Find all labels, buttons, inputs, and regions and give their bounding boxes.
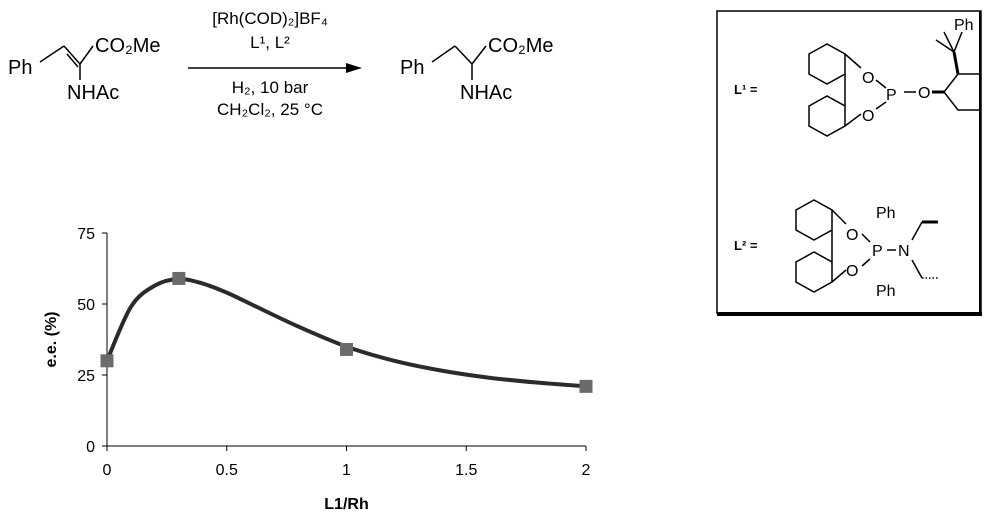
reactant-structure: Ph CO₂Me NHAc (8, 35, 161, 104)
l1-o2-label: O (862, 108, 874, 125)
y-tick-label: 75 (77, 226, 95, 243)
ee-curve (105, 277, 588, 389)
x-tick-label: 0.5 (216, 462, 238, 479)
catalyst-label: [Rh(COD)₂]BF₄ (212, 9, 328, 28)
reactant-amide-label: NHAc (67, 82, 119, 104)
x-tick-label: 1.5 (455, 462, 477, 479)
ligand-l1-structure: L¹ = O P O O Ph (734, 17, 981, 137)
l1-o3-label: O (918, 85, 930, 102)
reactant-ester-label: CO₂Me (95, 35, 161, 57)
reaction-arrow (188, 63, 362, 73)
ligand-structures-box: L¹ = O P O O Ph L² = O P (716, 10, 982, 316)
l1-ph-label: Ph (954, 17, 974, 34)
x-tick-labels: 0 0.5 1 1.5 2 (103, 446, 591, 479)
pressure-label: H₂, 10 bar (232, 78, 309, 97)
l1-o1-label: O (862, 70, 874, 87)
x-tick-label: 1 (342, 462, 351, 479)
ee-vs-ratio-chart: 0 25 50 75 0 0.5 1 1.5 2 e.e. (%) L1/Rh (43, 226, 593, 513)
y-tick-label: 25 (77, 368, 95, 385)
ligand-l2-structure: L² = O P N O Ph Ph (734, 199, 938, 300)
l2-o1-label: O (846, 227, 858, 244)
x-axis-label: L1/Rh (324, 496, 368, 513)
reactant-ph-label: Ph (8, 57, 32, 79)
data-markers (100, 271, 593, 393)
l2-o2-label: O (846, 263, 858, 280)
y-tick-label: 50 (77, 297, 95, 314)
l1-p-label: P (886, 87, 897, 104)
reaction-scheme: Ph CO₂Me NHAc [Rh(COD)₂]BF₄ L¹, L² H₂, 1… (8, 9, 554, 119)
ligands-label: L¹, L² (250, 33, 290, 52)
l2-n-label: N (898, 243, 910, 260)
data-point-marker (172, 271, 186, 285)
solvent-label: CH₂Cl₂, 25 °C (217, 100, 323, 119)
y-tick-labels: 0 25 50 75 (77, 226, 107, 456)
product-ph-label: Ph (400, 57, 424, 79)
l2-p-label: P (872, 243, 883, 260)
product-amide-label: NHAc (460, 82, 512, 104)
chart-axes (106, 233, 586, 447)
data-point-marker (579, 379, 593, 393)
product-ester-label: CO₂Me (488, 35, 554, 57)
l2-ph2-label: Ph (876, 283, 896, 300)
product-structure: Ph CO₂Me NHAc (400, 35, 554, 104)
x-tick-label: 0 (103, 462, 112, 479)
l2-label: L² = (734, 238, 758, 253)
data-point-marker (100, 354, 114, 368)
l1-label: L¹ = (734, 82, 758, 97)
l2-ph1-label: Ph (876, 205, 896, 222)
data-point-marker (340, 342, 353, 356)
y-axis-label: e.e. (%) (43, 311, 60, 367)
x-tick-label: 2 (582, 462, 591, 479)
y-tick-label: 0 (86, 439, 95, 456)
